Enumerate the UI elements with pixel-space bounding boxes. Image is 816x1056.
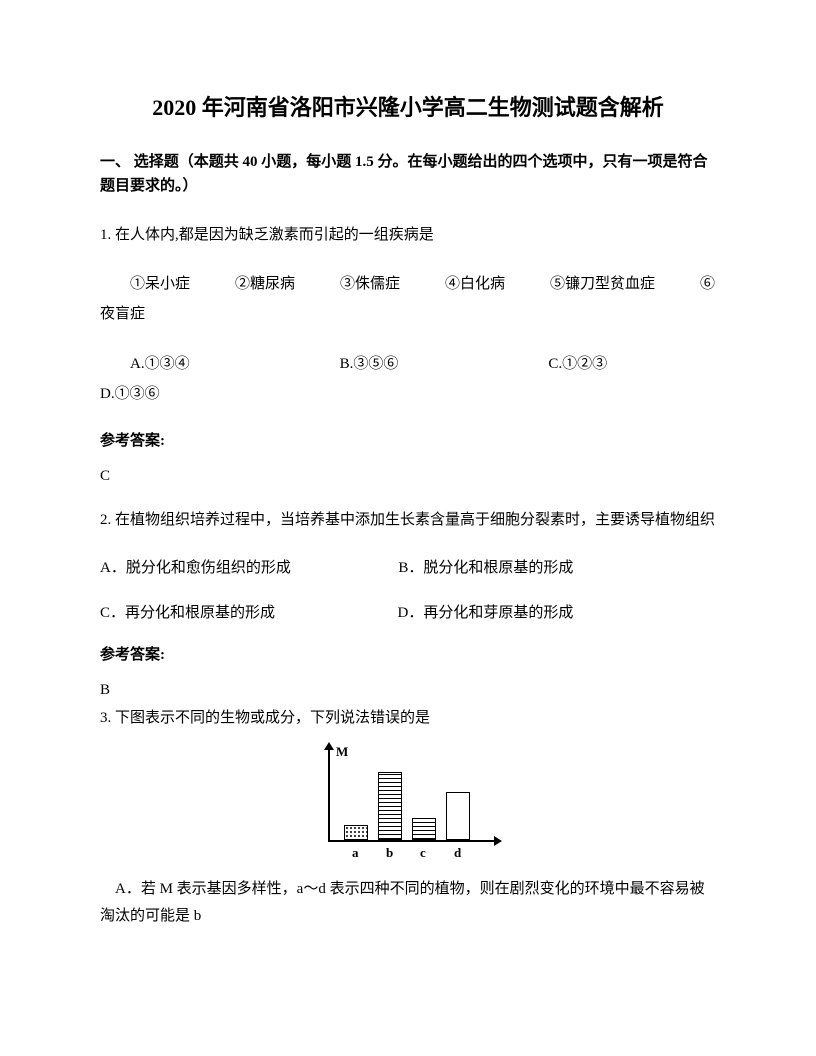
page-title: 2020 年河南省洛阳市兴隆小学高二生物测试题含解析: [100, 90, 716, 122]
y-axis: [328, 747, 330, 842]
q2-answer: B: [100, 682, 716, 699]
q2-opt-d: D．再分化和芽原基的形成: [398, 605, 574, 621]
bar-d: [446, 792, 470, 840]
x-axis-arrow-icon: [494, 836, 502, 846]
q2-answer-label: 参考答案:: [100, 643, 716, 664]
q2-text: 2. 在植物组织培养过程中，当培养基中添加生长素含量高于细胞分裂素时，主要诱导植…: [100, 507, 716, 534]
q2-options-ab: A．脱分化和愈伤组织的形成 B．脱分化和根原基的形成: [100, 554, 716, 583]
q1-items: ①呆小症 ②糖尿病 ③侏儒症 ④白化病 ⑤镰刀型贫血症 ⑥夜盲症: [100, 269, 716, 329]
q3-chart-container: M a b c d: [100, 742, 716, 862]
q2-opt-c: C．再分化和根原基的形成: [100, 605, 275, 621]
q2-options-cd: C．再分化和根原基的形成 D．再分化和芽原基的形成: [100, 599, 716, 628]
q1-answer-label: 参考答案:: [100, 429, 716, 450]
bar-b: [378, 772, 402, 840]
bar-label-a: a: [352, 845, 359, 861]
bar-chart: M a b c d: [308, 742, 508, 862]
bar-c: [412, 818, 436, 840]
q1-text: 1. 在人体内,都是因为缺乏激素而引起的一组疾病是: [100, 222, 716, 249]
bar-label-b: b: [386, 845, 393, 861]
bar-label-c: c: [420, 845, 426, 861]
bar-a: [344, 825, 368, 840]
q3-opt-a: A．若 M 表示基因多样性，a～d 表示四种不同的植物，则在剧烈变化的环境中最不…: [100, 876, 716, 930]
bar-label-d: d: [454, 845, 461, 861]
section-header: 一、 选择题（本题共 40 小题，每小题 1.5 分。在每小题给出的四个选项中，…: [100, 150, 716, 198]
q2-opt-a: A．脱分化和愈伤组织的形成: [100, 560, 291, 576]
y-axis-label: M: [336, 744, 348, 760]
q2-opt-b: B．脱分化和根原基的形成: [398, 560, 573, 576]
q1-answer: C: [100, 468, 716, 485]
q3-text: 3. 下图表示不同的生物或成分，下列说法错误的是: [100, 705, 716, 732]
x-axis: [328, 840, 498, 842]
q1-options: A.①③④ B.③⑤⑥ C.①②③ D.①③⑥: [100, 349, 716, 409]
